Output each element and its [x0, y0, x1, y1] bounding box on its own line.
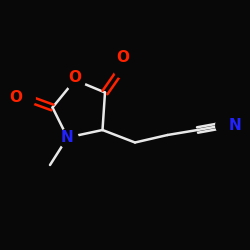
Text: O: O [10, 90, 22, 105]
Text: O: O [116, 50, 129, 65]
Text: O: O [68, 70, 82, 86]
Text: N: N [229, 118, 241, 132]
Text: N: N [61, 130, 74, 145]
